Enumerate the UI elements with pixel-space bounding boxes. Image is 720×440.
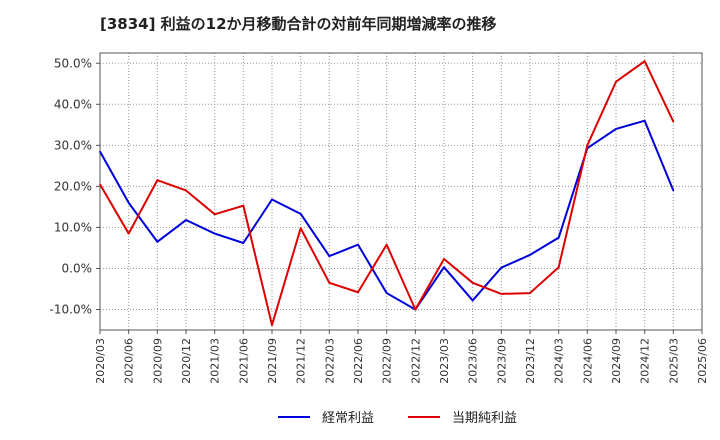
data-point-series2 — [385, 243, 388, 246]
x-tick-label: 2025/03 — [667, 338, 680, 384]
line-chart: 50.0% 40.0% 30.0% 20.0% 10.0% 0.0% -10.0% 2020… — [50, 52, 709, 384]
x-tick-label: 2020/06 — [123, 338, 136, 384]
x-tick-label: 2022/09 — [381, 338, 394, 384]
x-tick-label: 2024/03 — [553, 338, 566, 384]
legend-label-series2: 当期純利益 — [452, 411, 518, 426]
data-point-series1 — [242, 242, 245, 244]
data-point-series1 — [299, 213, 302, 215]
x-tick-label: 2023/09 — [495, 338, 508, 384]
data-point-series2 — [99, 183, 101, 186]
x-tick-label: 2020/12 — [180, 338, 193, 384]
data-point-series2 — [328, 282, 331, 284]
y-tick-label: 20.0% — [54, 179, 92, 193]
x-tick-label: 2023/06 — [467, 338, 480, 384]
x-tick-label: 2021/06 — [237, 338, 250, 384]
data-point-series2 — [414, 308, 417, 311]
x-tick-label: 2020/09 — [151, 338, 164, 384]
legend-item-series2: 当期純利益 — [408, 407, 517, 426]
x-tick-label: 2024/09 — [610, 338, 623, 384]
y-axis: 50.0% 40.0% 30.0% 20.0% 10.0% 0.0% -10.0% — [50, 56, 100, 316]
y-tick-label: 30.0% — [54, 138, 92, 152]
legend-item-series1: 経常利益 — [278, 407, 374, 426]
data-point-series1 — [672, 189, 675, 192]
grid-lines — [99, 53, 703, 330]
chart-title: [3834] 利益の12か月移動合計の対前年同期増減率の推移 — [100, 15, 497, 33]
data-point-series2 — [557, 266, 560, 269]
x-tick-label: 2023/03 — [438, 338, 451, 384]
y-tick-label: 40.0% — [54, 97, 92, 111]
x-tick-label: 2025/06 — [696, 338, 709, 384]
data-point-series1 — [557, 236, 560, 239]
data-point-series1 — [500, 266, 503, 269]
legend-swatch-series1 — [278, 415, 310, 418]
data-point-series1 — [357, 243, 359, 246]
data-point-series1 — [471, 299, 474, 302]
x-tick-label: 2021/12 — [295, 338, 308, 384]
data-point-series1 — [185, 219, 187, 221]
x-tick-label: 2020/03 — [94, 338, 107, 384]
legend: 経常利益 当期純利益 — [0, 405, 720, 429]
data-point-series2 — [242, 204, 245, 207]
series-line-2 — [99, 60, 675, 327]
data-point-series1 — [99, 150, 101, 153]
x-axis: 2020/03 2020/06 2020/09 2020/12 2021/03 2021/… — [94, 330, 709, 384]
y-tick-label: 10.0% — [54, 220, 92, 234]
data-point-series2 — [586, 144, 589, 147]
plot-frame — [99, 52, 703, 331]
data-point-series1 — [213, 232, 216, 235]
data-point-series2 — [185, 189, 187, 192]
x-tick-label: 2023/12 — [524, 338, 537, 384]
data-point-series1 — [643, 119, 646, 122]
y-tick-label: 0.0% — [62, 261, 93, 275]
data-point-series2 — [443, 258, 445, 260]
y-tick-label: -10.0% — [50, 302, 92, 316]
data-point-series2 — [643, 60, 646, 63]
data-point-series1 — [385, 292, 388, 294]
x-tick-label: 2024/06 — [581, 338, 594, 384]
x-tick-label: 2022/03 — [323, 338, 336, 384]
data-point-series2 — [156, 179, 159, 182]
data-point-series2 — [471, 282, 474, 284]
x-tick-label: 2021/03 — [209, 338, 222, 384]
data-point-series1 — [127, 201, 130, 204]
x-tick-label: 2024/12 — [639, 338, 652, 384]
data-point-series2 — [357, 291, 359, 294]
legend-swatch-series2 — [408, 415, 440, 418]
data-point-series1 — [271, 198, 273, 201]
data-point-series2 — [127, 232, 130, 235]
data-point-series1 — [156, 240, 159, 243]
data-point-series2 — [615, 80, 617, 83]
data-point-series1 — [328, 255, 331, 257]
data-point-series2 — [529, 292, 531, 294]
x-tick-label: 2021/09 — [266, 338, 279, 384]
data-point-series1 — [443, 266, 445, 269]
data-point-series2 — [500, 293, 503, 295]
data-point-series2 — [672, 120, 675, 123]
data-point-series1 — [615, 128, 617, 130]
data-point-series2 — [299, 227, 302, 230]
x-tick-label: 2022/06 — [352, 338, 365, 384]
series-lines — [99, 60, 675, 327]
legend-label-series1: 経常利益 — [322, 411, 375, 426]
data-point-series1 — [529, 254, 531, 256]
data-point-series2 — [271, 324, 273, 326]
data-point-series2 — [213, 213, 216, 216]
y-tick-label: 50.0% — [54, 56, 92, 70]
x-tick-label: 2022/12 — [409, 338, 422, 384]
